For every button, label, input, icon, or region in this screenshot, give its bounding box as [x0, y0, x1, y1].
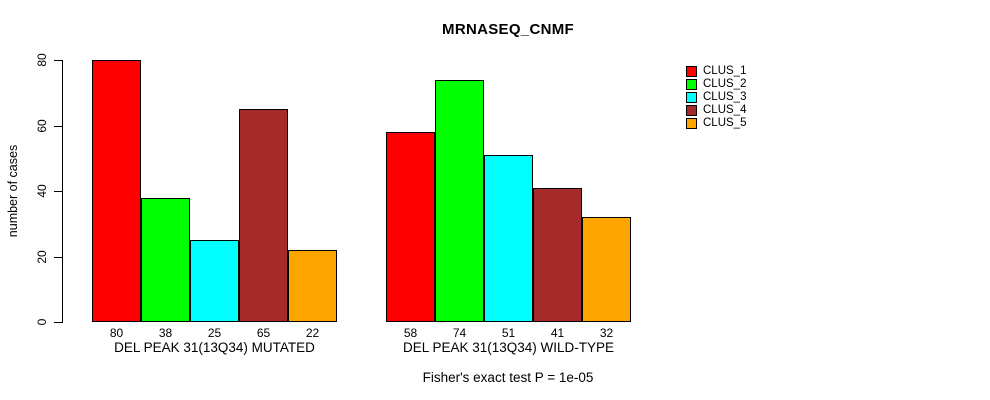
y-axis-label: number of cases [6, 144, 20, 238]
y-axis-tick-label: 0 [35, 318, 49, 326]
y-axis-tick [54, 191, 62, 192]
plot-area: 0 20 40 60 80 80 38 25 65 22 DEL PEAK 31(13Q34) MU… [35, 53, 954, 355]
legend-item: CLUS_5 [686, 117, 746, 130]
bar-clus_3-group2 [484, 154, 533, 322]
y-axis-tick-label: 20 [35, 249, 49, 264]
legend-swatch-clus_3 [686, 92, 697, 103]
bar-value-label: 41 [550, 326, 565, 340]
annotation-text: Fisher's exact test P = 1e-05 [422, 370, 594, 385]
bar-clus_1-group2 [386, 132, 435, 322]
bar-clus_3-group1 [190, 240, 239, 322]
bar-clus_5-group2 [582, 217, 631, 322]
y-axis-tick [54, 125, 62, 127]
bar-value-label: 65 [256, 326, 271, 340]
bar-clus_2-group1 [141, 197, 190, 322]
group-label: DEL PEAK 31(13Q34) MUTATED [114, 340, 315, 355]
bar-clus_2-group2 [435, 79, 484, 322]
y-axis-tick-label: 60 [35, 118, 49, 133]
legend-swatch-clus_2 [686, 79, 697, 90]
y-axis-tick [54, 256, 62, 258]
bar-value-label: 74 [452, 326, 467, 340]
legend-swatch-clus_4 [686, 105, 697, 116]
y-axis-line [62, 60, 63, 323]
y-axis-tick [54, 60, 62, 61]
bar-clus_1-group1 [92, 60, 141, 322]
legend-label: CLUS_2 [703, 78, 747, 90]
legend-item: CLUS_1 [686, 65, 746, 78]
bar-value-label: 32 [599, 326, 614, 340]
chart-title: MRNASEQ_CNMF [442, 21, 574, 38]
bar-clus_4-group1 [239, 109, 288, 322]
legend-item: CLUS_2 [686, 78, 746, 91]
legend-item: CLUS_4 [686, 104, 746, 117]
y-axis-tick [54, 322, 62, 323]
legend-label: CLUS_5 [703, 117, 747, 129]
bar-value-label: 51 [501, 326, 516, 340]
bar-value-label: 38 [158, 326, 173, 340]
y-axis-tick-label: 80 [35, 53, 49, 67]
bar-clus_5-group1 [288, 249, 337, 322]
bar-value-label: 58 [403, 326, 418, 340]
legend-label: CLUS_1 [703, 65, 747, 77]
y-axis-tick-label: 40 [35, 184, 49, 198]
legend-item: CLUS_3 [686, 91, 746, 104]
bar-clus_4-group2 [533, 187, 582, 322]
legend-label: CLUS_4 [703, 104, 747, 116]
legend-swatch-clus_1 [686, 66, 697, 77]
legend-swatch-clus_5 [686, 118, 697, 129]
legend-label: CLUS_3 [703, 91, 747, 103]
bar-value-label: 25 [207, 326, 222, 340]
group-label: DEL PEAK 31(13Q34) WILD-TYPE [402, 340, 615, 355]
bar-value-label: 22 [305, 326, 320, 340]
bar-value-label: 80 [109, 326, 124, 340]
legend: CLUS_1 CLUS_2 CLUS_3 CLUS_4 CLUS_5 [686, 65, 746, 130]
